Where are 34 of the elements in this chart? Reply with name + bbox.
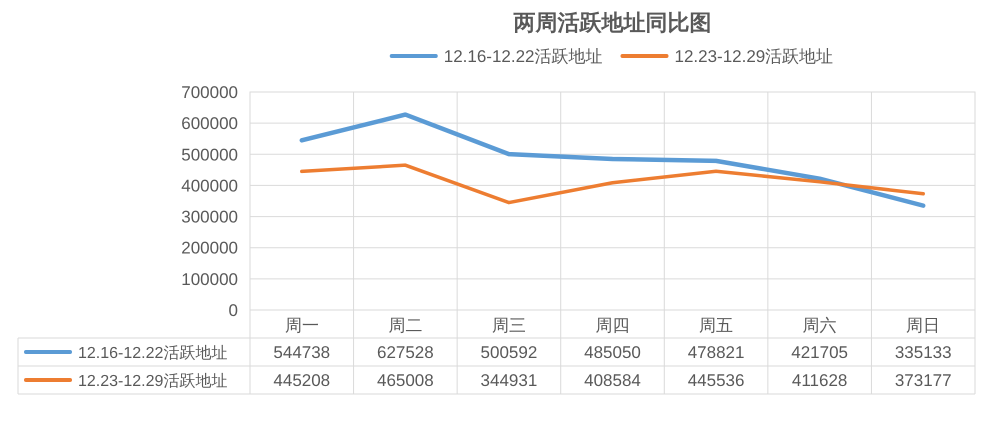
data-label: 478821 — [688, 343, 744, 362]
data-label: 627528 — [377, 343, 434, 362]
ytick: 500000 — [181, 145, 238, 164]
ytick: 100000 — [181, 270, 238, 289]
ytick: 600000 — [181, 114, 238, 134]
data-label: 485050 — [584, 343, 641, 362]
legend-label: 12.23-12.29活跃地址 — [674, 47, 834, 66]
xtick: 周二 — [388, 316, 422, 335]
ytick: 0 — [228, 301, 238, 320]
legend-label: 12.16-12.22活跃地址 — [444, 47, 602, 66]
ytick: 400000 — [181, 176, 238, 196]
title: 两周活跃地址同比图 — [514, 10, 712, 35]
xtick: 周五 — [699, 316, 734, 335]
xtick: 周六 — [802, 316, 837, 335]
data-label: 411628 — [792, 371, 848, 390]
data-label: 335133 — [894, 343, 952, 362]
xtick: 周一 — [284, 316, 319, 335]
xtick: 周日 — [906, 316, 940, 335]
data-label: 344931 — [480, 371, 538, 390]
data-label: 421705 — [791, 343, 848, 362]
ytick: 700000 — [181, 83, 238, 102]
data-label: 373177 — [894, 371, 952, 390]
data-label: 445208 — [273, 371, 330, 390]
data-label: 408584 — [584, 371, 641, 390]
data-label: 544738 — [273, 343, 330, 362]
data-label: 500592 — [480, 343, 538, 362]
data-label: 445536 — [688, 371, 744, 390]
xtick: 周四 — [596, 316, 630, 335]
data-label: 465008 — [377, 371, 434, 390]
row-label: 12.16-12.22活跃地址 — [78, 345, 228, 362]
xtick: 周三 — [492, 316, 526, 335]
ytick: 300000 — [181, 208, 238, 227]
ytick: 200000 — [181, 238, 238, 258]
row-label: 12.23-12.29活跃地址 — [78, 373, 228, 390]
